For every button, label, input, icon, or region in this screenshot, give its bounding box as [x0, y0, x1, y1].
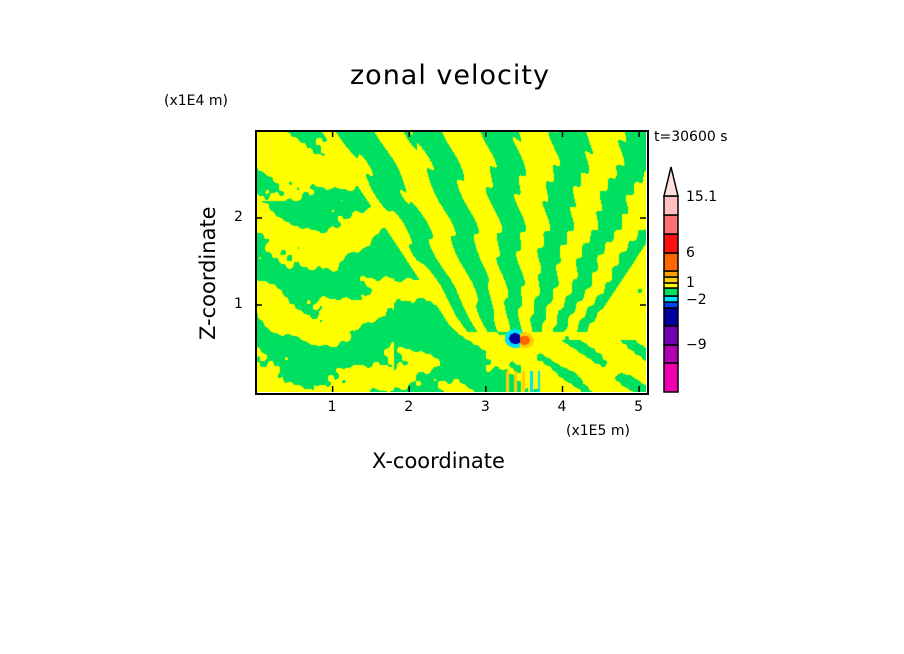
colorbar-segment: [663, 362, 679, 393]
colorbar-segment: [663, 214, 679, 235]
colorbar-segment: [663, 270, 679, 278]
colorbar-segment: [663, 295, 679, 303]
colorbar-segment: [663, 276, 679, 284]
x-tick-label: 3: [480, 399, 490, 415]
y-tick-label: 2: [234, 209, 243, 225]
time-label: t=30600 s: [654, 129, 728, 145]
x-tick-label: 4: [557, 399, 567, 415]
colorbar-label: 15.1: [686, 189, 718, 205]
x-unit-label: (x1E5 m): [566, 423, 630, 439]
x-axis-label: X-coordinate: [372, 449, 505, 473]
colorbar-segment: [663, 307, 679, 327]
colorbar-label: −9: [686, 337, 707, 353]
colorbar-segment: [663, 325, 679, 346]
colorbar-segment: [663, 287, 679, 297]
x-tick-label: 5: [634, 399, 644, 415]
colorbar-extend-arrow: [663, 166, 679, 197]
colorbar-label: 6: [686, 245, 695, 261]
colorbar-segment: [663, 252, 679, 272]
colorbar-segment: [663, 301, 679, 309]
y-tick-label: 1: [234, 296, 243, 312]
contour-field: [256, 131, 646, 392]
colorbar-label: −2: [686, 292, 707, 308]
colorbar-label: 1: [686, 275, 695, 291]
colorbar-segment: [663, 344, 679, 364]
colorbar-segment: [663, 195, 679, 216]
chart-title: zonal velocity: [350, 60, 550, 91]
y-unit-label: (x1E4 m): [164, 93, 228, 109]
x-tick-label: 2: [404, 399, 414, 415]
x-tick-label: 1: [327, 399, 337, 415]
colorbar-segment: [663, 233, 679, 254]
